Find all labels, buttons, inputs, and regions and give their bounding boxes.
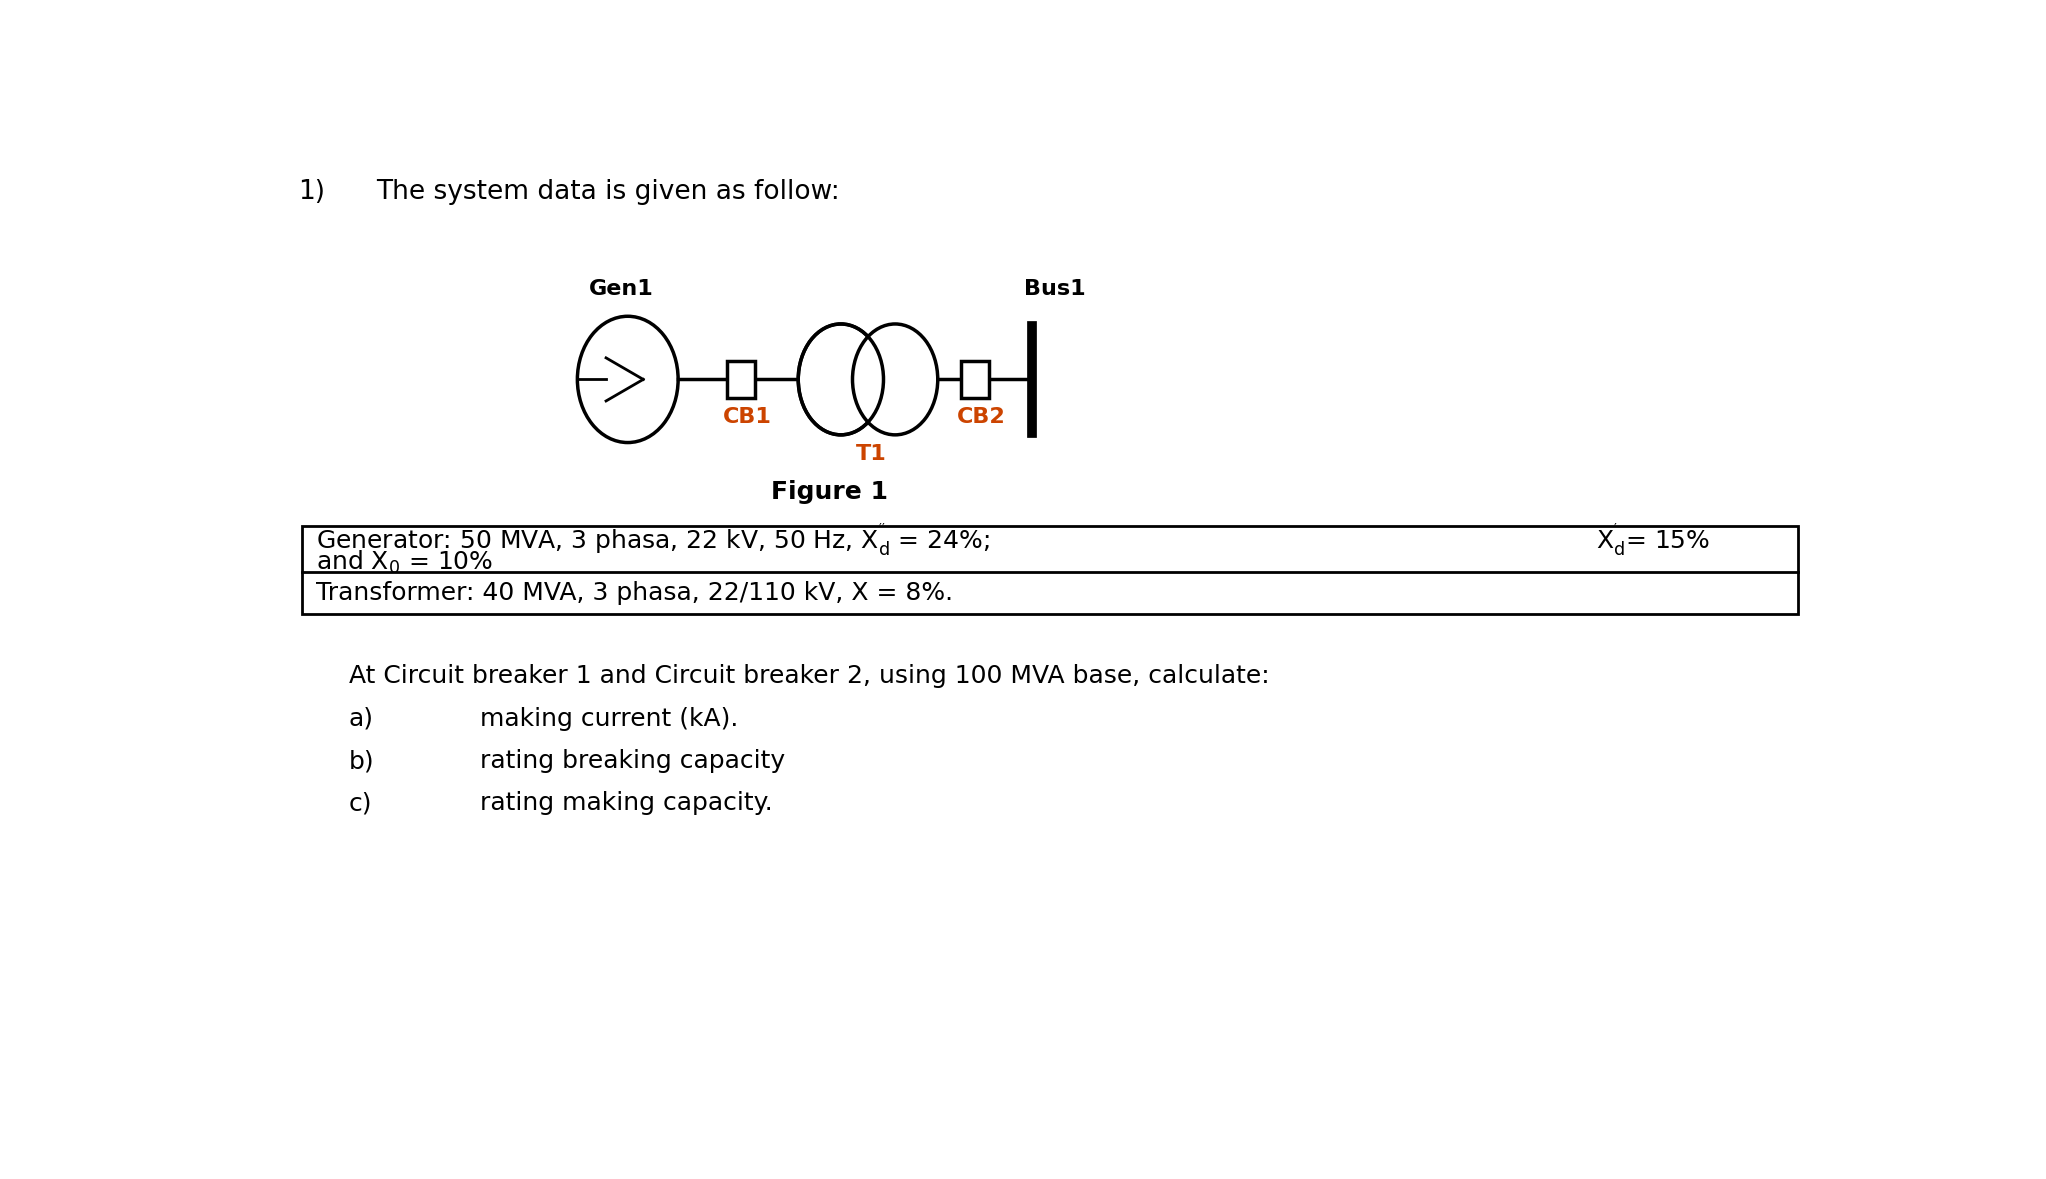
Text: The system data is given as follow:: The system data is given as follow:: [376, 179, 839, 205]
Text: Bus1: Bus1: [1023, 279, 1084, 299]
Text: rating breaking capacity: rating breaking capacity: [481, 749, 786, 773]
Bar: [726, 361, 755, 397]
Text: CB2: CB2: [958, 407, 1007, 427]
Text: CB1: CB1: [722, 407, 771, 427]
Ellipse shape: [798, 324, 884, 435]
Text: Figure 1: Figure 1: [771, 480, 888, 503]
Text: c): c): [348, 791, 372, 816]
Text: and $\mathregular{X_0}$ = 10%: and $\mathregular{X_0}$ = 10%: [317, 549, 493, 577]
Text: $\mathregular{X_d^{'}}$= 15%: $\mathregular{X_d^{'}}$= 15%: [1596, 521, 1710, 558]
Text: Transformer: 40 MVA, 3 phasa, 22/110 kV, X = 8%.: Transformer: 40 MVA, 3 phasa, 22/110 kV,…: [317, 581, 953, 605]
Bar: [962, 361, 988, 397]
Text: T1: T1: [857, 444, 888, 465]
Text: making current (kA).: making current (kA).: [481, 706, 739, 731]
Text: Gen1: Gen1: [589, 279, 655, 299]
Text: rating making capacity.: rating making capacity.: [481, 791, 773, 816]
Text: a): a): [348, 706, 374, 731]
Text: 1): 1): [299, 179, 325, 205]
Ellipse shape: [853, 324, 937, 435]
Text: At Circuit breaker 1 and Circuit breaker 2, using 100 MVA base, calculate:: At Circuit breaker 1 and Circuit breaker…: [348, 664, 1269, 689]
Text: Generator: 50 MVA, 3 phasa, 22 kV, 50 Hz, $\mathregular{X_d^{''}}$ = 24%;: Generator: 50 MVA, 3 phasa, 22 kV, 50 Hz…: [317, 521, 990, 558]
Bar: [303, 526, 1798, 614]
Text: b): b): [348, 749, 374, 773]
